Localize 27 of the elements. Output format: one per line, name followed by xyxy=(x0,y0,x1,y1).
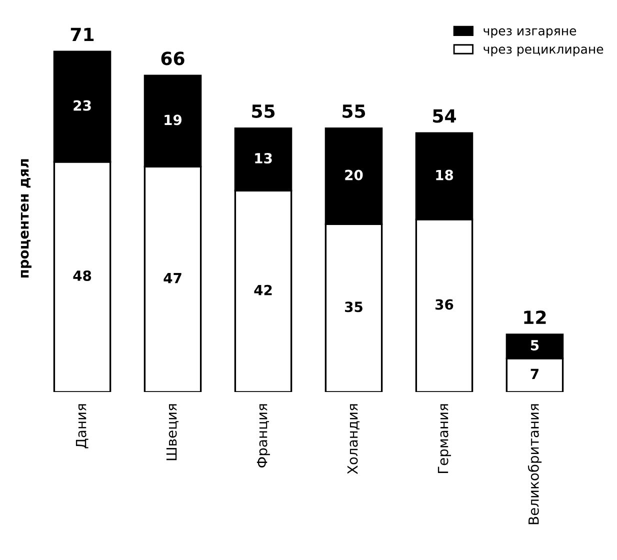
legend-label: чрез изгаряне xyxy=(484,28,576,38)
total-label: 12 xyxy=(524,310,546,324)
legend-label: чрез рециклиране xyxy=(484,46,604,56)
data-label: 23 xyxy=(74,100,91,111)
y-axis-title: процентен дял xyxy=(20,159,32,278)
total-label: 66 xyxy=(161,52,184,66)
data-label: 42 xyxy=(254,284,272,296)
x-tick-label: Великобритания xyxy=(528,404,542,524)
x-tick-label: Холандия xyxy=(347,404,360,474)
data-label: 5 xyxy=(530,340,539,350)
total-label: 55 xyxy=(252,104,275,118)
data-label: 47 xyxy=(164,273,182,284)
data-label: 13 xyxy=(255,153,272,164)
data-label: 7 xyxy=(530,368,538,380)
total-label: 55 xyxy=(342,104,366,118)
total-label: 54 xyxy=(433,109,456,123)
x-tick-label: Дания xyxy=(76,404,88,448)
data-label: 19 xyxy=(164,114,182,126)
x-tick-label: Германия xyxy=(438,404,451,474)
data-label: 36 xyxy=(436,299,454,310)
x-tick-label: Франция xyxy=(256,404,270,468)
data-label: 18 xyxy=(436,170,454,180)
data-label: 48 xyxy=(73,270,92,281)
data-label: 20 xyxy=(345,170,363,180)
data-label: 35 xyxy=(345,302,362,312)
x-tick-label: Швеция xyxy=(166,404,179,460)
total-label: 71 xyxy=(70,28,94,42)
